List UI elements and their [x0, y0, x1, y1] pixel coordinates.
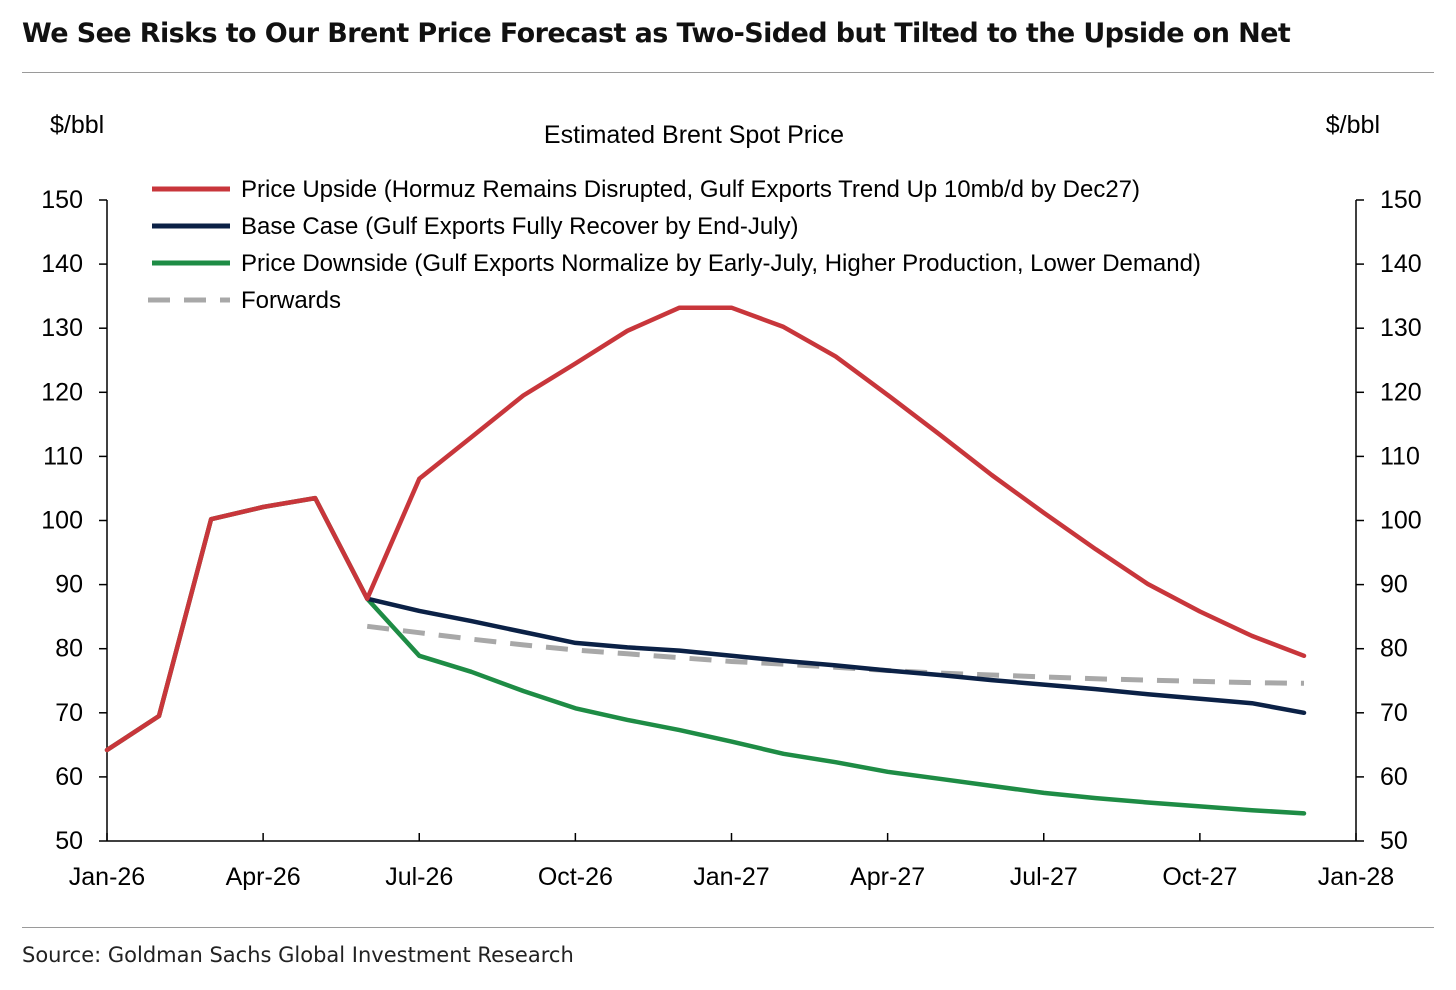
x-tick-label: Apr-26 — [226, 863, 301, 891]
y-tick-label-right: 50 — [1380, 827, 1408, 855]
x-tick-label: Jan-26 — [69, 863, 145, 891]
series-line-base-case — [364, 596, 1307, 716]
chart-title: Estimated Brent Spot Price — [544, 121, 844, 149]
y-tick-label-left: 80 — [55, 635, 83, 663]
legend-label-price-downside: Price Downside (Gulf Exports Normalize b… — [241, 250, 1201, 277]
y-tick-label-left: 130 — [41, 314, 83, 342]
y-tick-label-left: 140 — [41, 250, 83, 278]
y-tick-label-right: 100 — [1380, 507, 1422, 535]
series-line-price-upside — [104, 305, 1307, 753]
series-line-forwards — [366, 623, 1305, 686]
x-tick-label: Apr-27 — [850, 863, 925, 891]
x-tick-label: Jan-27 — [693, 863, 769, 891]
series-line-price-downside — [104, 495, 1307, 816]
source-note: Source: Goldman Sachs Global Investment … — [22, 943, 574, 967]
y-tick-label-left: 120 — [41, 378, 83, 406]
y-axis-label-left: $/bbl — [50, 111, 104, 139]
y-tick-label-left: 60 — [55, 763, 83, 791]
brent-price-chart: 50 50 60 60 70 70 80 80 90 90 100 100 110 110 120 120 13… — [41, 111, 1421, 891]
y-tick-label-left: 50 — [55, 827, 83, 855]
x-tick-label: Jul-27 — [1010, 863, 1078, 891]
y-tick-label-left: 150 — [41, 186, 83, 214]
y-tick-label-left: 70 — [55, 699, 83, 727]
x-tick-label: Jan-28 — [1318, 863, 1394, 891]
y-tick-label-left: 110 — [43, 442, 83, 470]
x-tick-label: Jul-26 — [385, 863, 453, 891]
legend-label-forwards: Forwards — [241, 287, 341, 314]
ticks: 50 50 60 60 70 70 80 80 90 90 100 100 110 110 120 120 13… — [41, 186, 1421, 891]
y-tick-label-right: 60 — [1380, 763, 1408, 791]
legend-label-base-case: Base Case (Gulf Exports Fully Recover by… — [241, 213, 799, 240]
y-tick-label-right: 110 — [1380, 442, 1420, 470]
y-tick-label-right: 120 — [1380, 378, 1422, 406]
y-tick-label-right: 130 — [1380, 314, 1422, 342]
y-tick-label-right: 70 — [1380, 699, 1408, 727]
x-tick-label: Oct-26 — [538, 863, 613, 891]
series-layer — [104, 305, 1307, 816]
x-tick-label: Oct-27 — [1162, 863, 1237, 891]
y-tick-label-left: 90 — [55, 571, 83, 599]
y-tick-label-right: 150 — [1380, 186, 1422, 214]
page-title: We See Risks to Our Brent Price Forecast… — [22, 18, 1291, 49]
legend-label-price-upside: Price Upside (Hormuz Remains Disrupted, … — [241, 176, 1140, 203]
legend: Price Upside (Hormuz Remains Disrupted, … — [148, 176, 1201, 314]
y-tick-label-right: 140 — [1380, 250, 1422, 278]
y-tick-label-right: 80 — [1380, 635, 1408, 663]
chart-frame: 50 50 60 60 70 70 80 80 90 90 100 100 110 110 120 120 13… — [22, 72, 1434, 928]
y-axis-label-right: $/bbl — [1326, 111, 1380, 139]
y-tick-label-right: 90 — [1380, 571, 1408, 599]
y-tick-label-left: 100 — [41, 507, 83, 535]
